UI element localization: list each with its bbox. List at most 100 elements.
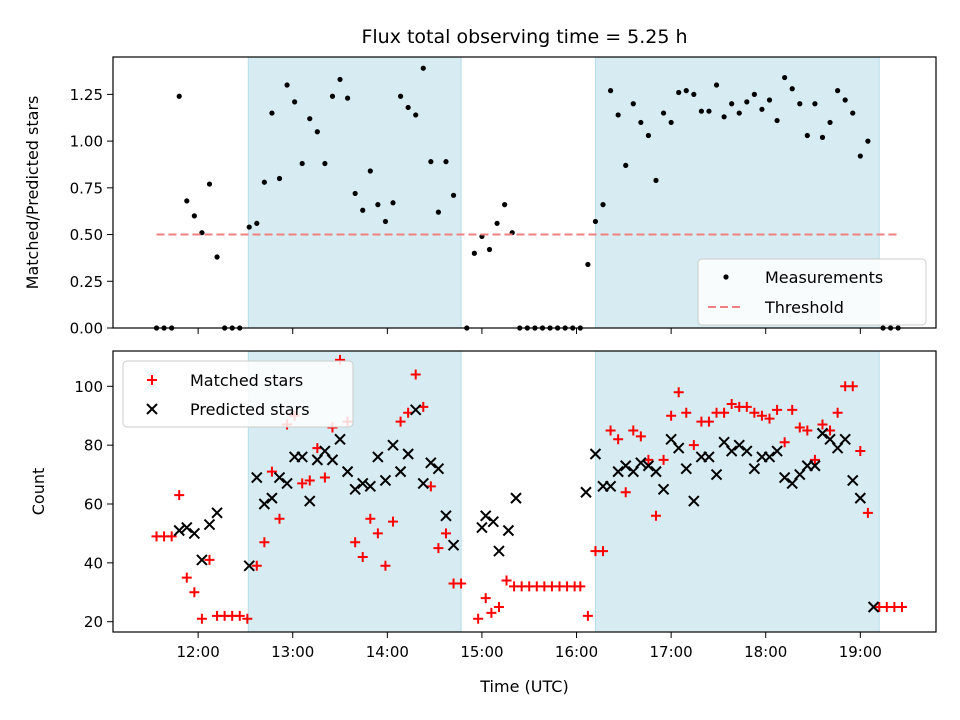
predicted-point — [447, 539, 460, 551]
measurement-point — [390, 200, 396, 206]
measurement-point — [261, 179, 267, 185]
predicted-point — [364, 480, 377, 493]
measurement-point — [471, 250, 477, 256]
measurement-point — [698, 108, 704, 114]
predicted-point — [763, 451, 776, 463]
axes-frame — [112, 350, 937, 633]
measurement-point — [751, 91, 757, 97]
predicted-point — [839, 433, 851, 445]
predicted-point — [432, 462, 445, 475]
predicted-point — [778, 471, 791, 484]
matched-point — [703, 416, 714, 427]
y-tick-label: 40 — [84, 554, 103, 572]
measurement-point — [782, 74, 788, 81]
legend-label-matched: Matched stars — [190, 371, 303, 390]
measurement-point — [382, 218, 389, 225]
y-tick-label: 100 — [74, 378, 103, 396]
predicted-point — [304, 495, 316, 507]
legend-box — [697, 258, 927, 326]
matched-point — [196, 613, 207, 624]
matched-point — [251, 560, 262, 571]
predicted-point — [402, 448, 414, 460]
measurement-point — [246, 224, 252, 230]
matched-point — [605, 425, 616, 436]
shaded-interval-1 — [594, 350, 880, 633]
measurement-point — [592, 218, 599, 225]
y-tick-label: 1.25 — [70, 86, 103, 104]
measurement-point — [744, 99, 750, 105]
matched-point — [174, 490, 185, 501]
x-axis-label: Time (UTC) — [479, 677, 568, 696]
predicted-point — [688, 495, 700, 507]
measurement-point — [857, 153, 863, 159]
predicted-point — [816, 427, 829, 440]
predicted-point — [349, 483, 361, 496]
matched-point — [719, 407, 730, 418]
matched-point — [787, 404, 798, 415]
matched-point — [274, 513, 285, 524]
y-tick-label: 80 — [84, 437, 103, 455]
measurement-point — [797, 101, 803, 107]
legend: Measurements Threshold — [697, 258, 927, 326]
matched-point — [847, 381, 858, 392]
legend-measurement-marker — [723, 274, 729, 280]
measurement-point — [214, 254, 220, 260]
measurement-point — [367, 168, 373, 174]
predicted-point — [476, 521, 488, 534]
measurement-point — [428, 159, 434, 165]
measurement-point — [668, 119, 674, 126]
measurement-point — [774, 117, 780, 124]
predicted-point — [480, 510, 492, 522]
legend-label-threshold: Threshold — [764, 298, 844, 317]
predicted-point — [281, 477, 293, 490]
predicted-point — [417, 477, 429, 490]
measurement-point — [352, 190, 358, 197]
predicted-point — [243, 560, 255, 572]
matched-point — [395, 416, 406, 427]
predicted-point — [273, 471, 286, 484]
matched-point — [772, 404, 783, 415]
matched-point — [319, 472, 330, 483]
matched-point — [635, 431, 646, 442]
predicted-point — [258, 498, 271, 510]
matched-point — [779, 437, 790, 448]
matched-point — [749, 407, 760, 418]
measurement-point — [254, 220, 260, 226]
matched-point — [365, 513, 376, 524]
matched-point — [756, 410, 767, 421]
measurement-point — [176, 93, 182, 99]
measurement-point — [615, 112, 621, 118]
measurement-point — [706, 108, 712, 114]
x-tick-label: 19:00 — [839, 643, 882, 661]
matched-point — [486, 607, 497, 618]
top-panel: 0.00 0.25 0.50 0.75 1.00 1.25 Matched/Predicte… — [23, 56, 937, 338]
predicted-point — [387, 439, 399, 451]
predicted-point — [854, 492, 867, 504]
predicted-point — [733, 439, 745, 451]
x-tick-label: 14:00 — [366, 643, 409, 661]
predicted-point — [657, 483, 670, 496]
matched-point — [304, 475, 315, 486]
measurement-point — [645, 132, 652, 139]
matched-point — [817, 419, 828, 430]
matched-point — [388, 516, 399, 527]
predicted-point — [672, 442, 685, 454]
measurement-point — [850, 110, 856, 116]
predicted-point — [211, 507, 223, 519]
matched-point — [809, 454, 820, 465]
y-tick-label: 0.00 — [70, 320, 103, 338]
predicted-point — [379, 474, 392, 487]
matched-point — [855, 446, 866, 457]
matched-point — [501, 575, 512, 586]
matched-point — [259, 537, 270, 548]
matched-point — [681, 407, 692, 418]
measurement-point — [653, 177, 659, 183]
matched-point — [456, 578, 467, 589]
measurement-point — [729, 101, 735, 107]
measurement-point — [502, 202, 508, 208]
predicted-point — [680, 462, 692, 475]
predicted-point — [703, 451, 715, 463]
measurement-point — [736, 110, 742, 116]
measurement-point — [630, 101, 636, 107]
